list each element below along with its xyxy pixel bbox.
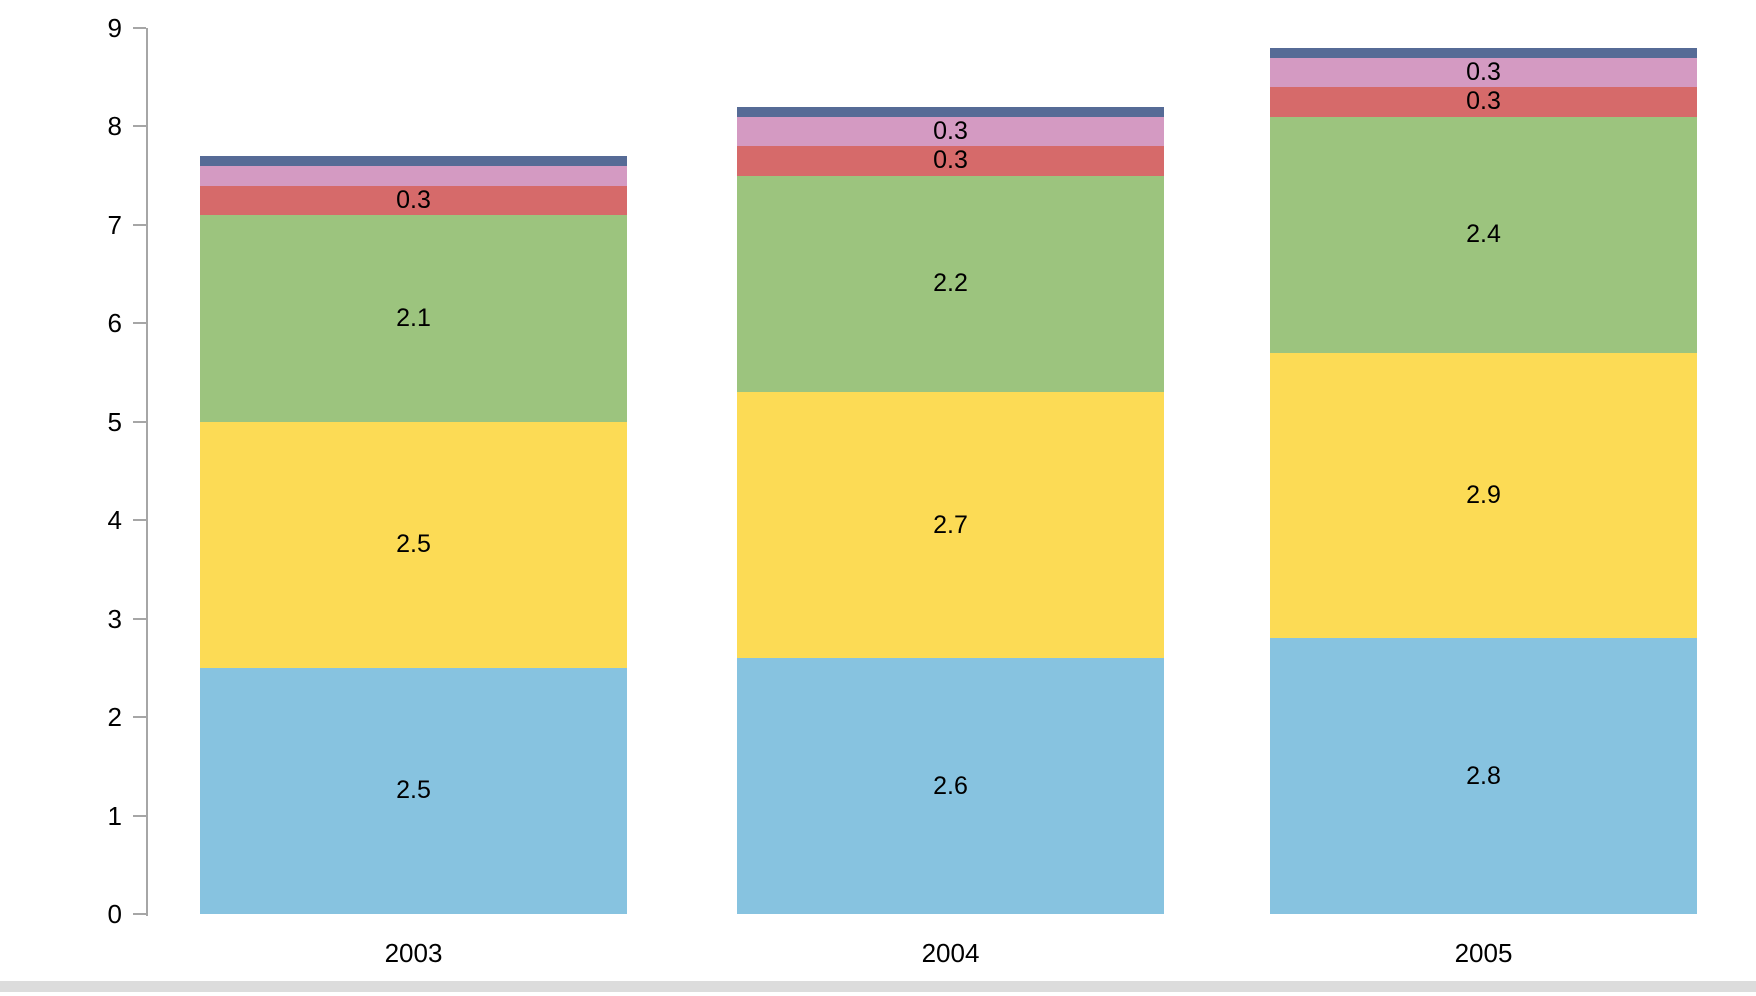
y-axis-tick-label: 3: [107, 603, 122, 634]
bar-segment-pink: 0.3: [737, 116, 1164, 147]
bar-segment-pink: [200, 165, 627, 186]
x-axis-category-label: 2003: [384, 938, 443, 968]
segment-value-label: 2.1: [396, 303, 431, 332]
segment-value-label: 0.3: [1466, 87, 1501, 116]
bar-segment-green: 2.1: [200, 215, 627, 422]
segment-value-label: 2.2: [933, 269, 968, 298]
y-axis-tick: [133, 913, 146, 915]
segment-value-label: 2.4: [1466, 220, 1501, 249]
bar-segment-green: 2.2: [737, 175, 1164, 393]
y-axis-tick: [133, 420, 146, 423]
bar-segment-blue: 2.8: [1270, 638, 1697, 914]
y-axis-tick-label: 1: [107, 800, 122, 831]
bar-segment-red: 0.3: [200, 185, 627, 216]
y-axis-tick: [133, 814, 146, 817]
bar-segment-green: 2.4: [1270, 116, 1697, 353]
bar-segment-blue: 2.5: [200, 667, 627, 914]
y-axis-tick: [133, 519, 146, 522]
bar-segment-yellow: 2.5: [200, 421, 627, 668]
bar-segment-navy: [200, 155, 627, 166]
y-axis-tick-label: 8: [107, 111, 122, 142]
x-axis-category-label: 2004: [921, 938, 980, 968]
y-axis-line: [146, 28, 148, 916]
y-axis-tick: [133, 27, 146, 29]
segment-value-label: 2.5: [396, 530, 431, 559]
y-axis-tick-label: 9: [107, 13, 122, 43]
segment-value-label: 2.5: [396, 776, 431, 805]
y-axis-tick: [133, 617, 146, 620]
segment-value-label: 2.7: [933, 510, 968, 539]
segment-value-label: 0.3: [396, 185, 431, 214]
y-axis-tick-label: 7: [107, 209, 122, 240]
bar-segment-red: 0.3: [1270, 87, 1697, 117]
bar-segment-blue: 2.6: [737, 658, 1164, 914]
y-axis-tick: [133, 322, 146, 325]
segment-value-label: 2.8: [1466, 761, 1501, 790]
bar-segment-navy: [1270, 47, 1697, 58]
y-axis-tick-label: 6: [107, 308, 122, 339]
y-axis-tick-label: 2: [107, 702, 122, 733]
horizontal-scrollbar-track[interactable]: [0, 981, 1756, 992]
y-axis-tick: [133, 716, 146, 719]
bar-segment-yellow: 2.9: [1270, 352, 1697, 639]
x-axis-category-label: 2005: [1454, 938, 1513, 968]
bar-segment-red: 0.3: [737, 146, 1164, 176]
y-axis-tick-label: 4: [107, 505, 122, 536]
segment-value-label: 0.3: [1466, 57, 1501, 86]
y-axis-tick: [133, 125, 146, 128]
y-axis-tick-label: 5: [107, 406, 122, 437]
segment-value-label: 2.9: [1466, 481, 1501, 510]
bar-segment-navy: [737, 106, 1164, 117]
y-axis-tick: [133, 223, 146, 226]
y-axis-tick-label: 0: [107, 899, 122, 929]
segment-value-label: 0.3: [933, 146, 968, 175]
bar-segment-pink: 0.3: [1270, 57, 1697, 88]
segment-value-label: 2.6: [933, 771, 968, 800]
bar-segment-yellow: 2.7: [737, 392, 1164, 659]
segment-value-label: 0.3: [933, 116, 968, 145]
